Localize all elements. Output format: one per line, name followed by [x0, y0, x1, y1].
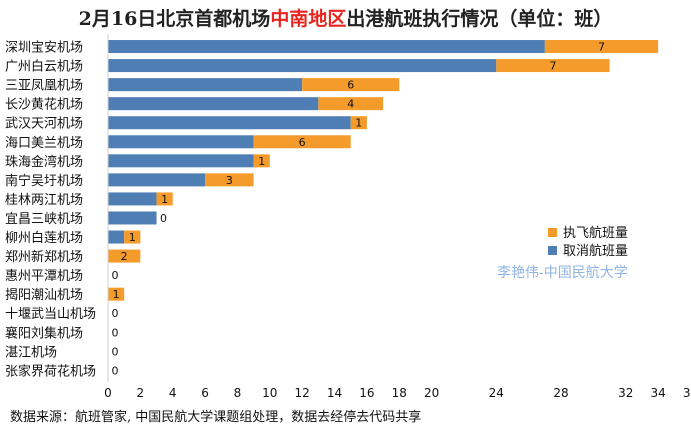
category-label: 深圳宝安机场 [5, 41, 83, 56]
bar-cancelled [108, 78, 303, 92]
legend-item-cancelled: 取消航班量 [548, 240, 628, 259]
x-tick-label: 4 [169, 386, 177, 400]
category-label: 长沙黄花机场 [5, 97, 83, 113]
category-label: 桂林两江机场 [5, 193, 83, 208]
bar-cancelled [108, 135, 254, 149]
bar-executed [124, 230, 141, 244]
category-label: 柳州白莲机场 [5, 230, 83, 246]
bar-cancelled [108, 116, 351, 130]
bar-executed [350, 116, 367, 130]
category-label: 揭阳潮汕机场 [5, 288, 83, 303]
bar-cancelled [108, 192, 157, 206]
title-prefix: 2月16日北京首都机场 [78, 8, 271, 30]
x-tick-label: 12 [295, 386, 310, 400]
x-axis: 024681012141618202428323436 [104, 34, 691, 400]
legend-label-executed: 执飞航班量 [563, 226, 629, 241]
category-label: 郑州新郑机场 [5, 249, 83, 265]
legend-swatch-cancelled [548, 246, 557, 255]
bar-cancelled [108, 40, 545, 54]
x-tick-label: 32 [618, 386, 633, 400]
legend-label-cancelled: 取消航班量 [563, 244, 629, 259]
category-label: 珠海金湾机场 [5, 154, 83, 170]
x-tick-label: 24 [489, 386, 504, 400]
bar-executed [205, 173, 254, 187]
category-label: 海口美兰机场 [5, 136, 83, 151]
value-label: 0 [112, 269, 119, 282]
value-label: 0 [112, 326, 119, 339]
category-label: 十堰武当山机场 [5, 307, 96, 322]
legend-item-executed: 执飞航班量 [548, 222, 628, 241]
bar-cancelled [108, 97, 319, 111]
x-tick-label: 16 [359, 386, 374, 400]
x-tick-label: 36 [683, 386, 691, 400]
value-label: 6 [347, 79, 354, 92]
x-tick-label: 18 [392, 386, 407, 400]
value-label: 1 [258, 155, 265, 168]
title-highlight: 中南地区 [270, 8, 347, 30]
value-label: 3 [226, 174, 233, 187]
x-tick-label: 8 [234, 386, 242, 400]
category-label: 广州白云机场 [5, 59, 83, 75]
category-label: 武汉天河机场 [5, 117, 83, 132]
value-label: 1 [113, 288, 120, 301]
value-label: 6 [299, 136, 306, 149]
bar-executed [108, 249, 141, 263]
value-label: 1 [129, 231, 136, 244]
bar-cancelled [108, 211, 157, 225]
bar-cancelled [108, 154, 254, 168]
x-tick-label: 2 [137, 386, 145, 400]
value-label: 0 [160, 212, 167, 225]
bars-layer [108, 40, 659, 301]
source-note: 数据来源：航班管家, 中国民航大学课题组处理，数据去经停去代码共享 [10, 410, 422, 425]
value-label: 4 [347, 98, 354, 111]
category-label: 惠州平潭机场 [5, 269, 83, 284]
bar-executed [544, 40, 659, 54]
category-label: 南宁吴圩机场 [5, 173, 83, 189]
value-label: 0 [112, 345, 119, 358]
category-label: 襄阳刘集机场 [5, 325, 83, 341]
bar-executed [156, 192, 173, 206]
x-tick-label: 6 [201, 386, 209, 400]
x-tick-label: 14 [327, 386, 342, 400]
value-label: 0 [112, 364, 119, 377]
x-tick-label: 28 [553, 386, 568, 400]
bar-cancelled [108, 173, 206, 187]
bar-executed [253, 154, 270, 168]
category-labels-layer: 深圳宝安机场广州白云机场三亚凤凰机场长沙黄花机场武汉天河机场海口美兰机场珠海金湾… [5, 41, 96, 380]
chart-title: 2月16日北京首都机场中南地区出港航班执行情况（单位：班） [0, 4, 691, 31]
category-label: 三亚凤凰机场 [5, 79, 83, 94]
value-label: 7 [549, 60, 556, 73]
category-label: 宜昌三峡机场 [5, 212, 83, 227]
bar-executed [108, 287, 125, 301]
value-label: 0 [112, 307, 119, 320]
x-tick-label: 0 [104, 386, 112, 400]
x-tick-label: 10 [262, 386, 277, 400]
bar-cancelled [108, 59, 497, 73]
value-label: 2 [121, 250, 128, 263]
bar-executed [318, 97, 384, 111]
bar-cancelled [108, 230, 125, 244]
bar-executed [302, 78, 400, 92]
value-label: 7 [598, 41, 605, 54]
value-label: 1 [161, 193, 168, 206]
legend-swatch-executed [548, 228, 557, 237]
bar-executed [496, 59, 610, 73]
category-label: 湛江机场 [5, 345, 57, 360]
watermark: 李艳伟-中国民航大学 [497, 265, 628, 281]
category-label: 张家界荷花机场 [5, 363, 96, 379]
value-label: 1 [355, 117, 362, 130]
title-suffix: 出港航班执行情况（单位：班） [346, 8, 613, 30]
x-tick-label: 20 [424, 386, 439, 400]
x-tick-label: 34 [650, 386, 665, 400]
bar-executed [253, 135, 351, 149]
